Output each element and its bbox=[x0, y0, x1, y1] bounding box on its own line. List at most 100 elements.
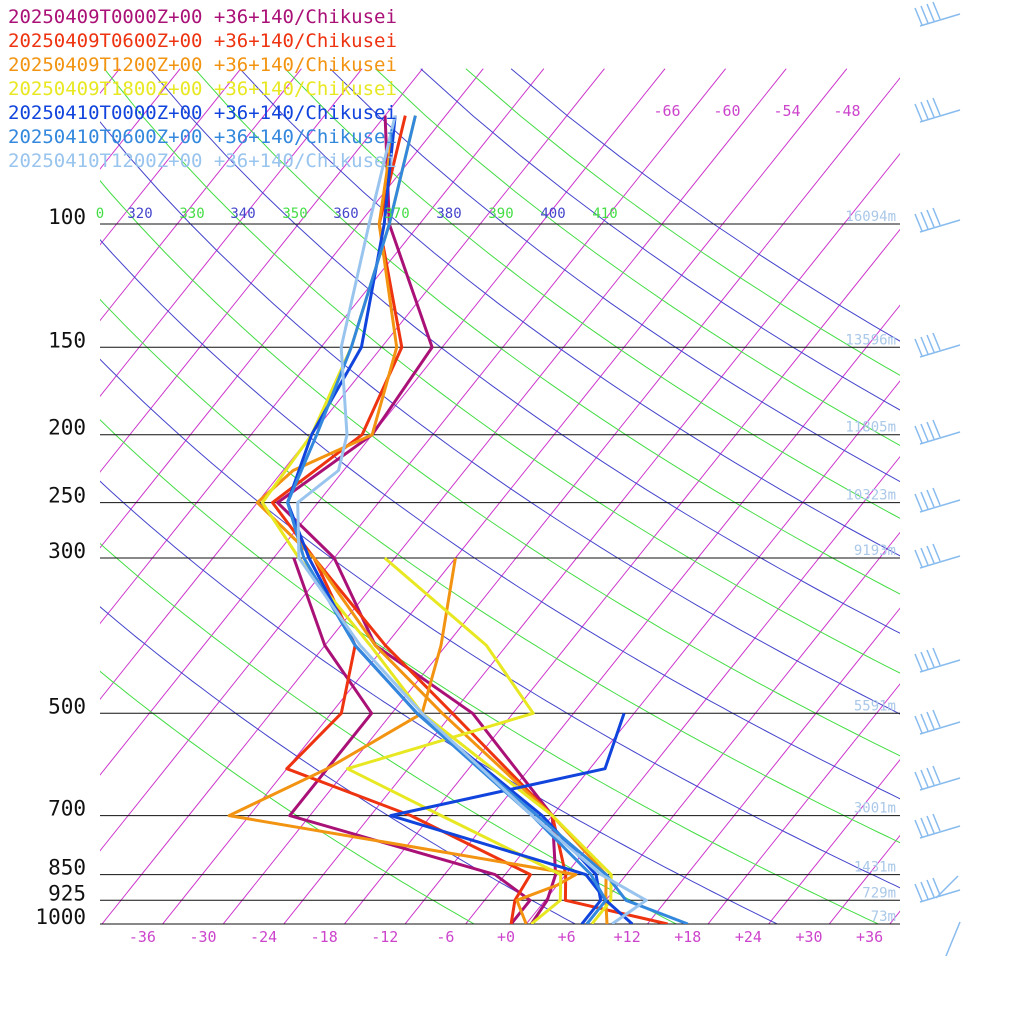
wind-barb bbox=[935, 875, 959, 899]
legend-entry: 20250410T0000Z+00 +36+140/Chikusei bbox=[8, 102, 397, 124]
wind-barb-flag bbox=[926, 649, 935, 668]
wind-barb-flag bbox=[914, 493, 923, 512]
temperature-tick-label: +30 bbox=[795, 928, 822, 946]
pressure-label: 250 bbox=[48, 484, 86, 508]
wind-barb-flag bbox=[932, 813, 941, 832]
pressure-label: 925 bbox=[48, 881, 86, 905]
wind-barb bbox=[919, 344, 961, 358]
wind-barb bbox=[919, 721, 961, 735]
wind-barb-flag bbox=[932, 97, 941, 116]
wind-barb-flag bbox=[926, 3, 935, 22]
wind-barb-flag bbox=[914, 883, 923, 902]
wind-barb-flag bbox=[914, 771, 923, 790]
pressure-label: 700 bbox=[48, 797, 86, 821]
legend-entry: 20250409T0600Z+00 +36+140/Chikusei bbox=[8, 30, 397, 52]
temperature-profile-line bbox=[260, 115, 613, 924]
theta-label: 400 bbox=[540, 206, 565, 222]
wind-barb bbox=[919, 109, 961, 123]
isotherm-line bbox=[950, 69, 1024, 924]
pressure-label: 850 bbox=[48, 856, 86, 880]
dewpoint-profile-line bbox=[345, 556, 563, 924]
wind-barbs bbox=[914, 1, 961, 957]
wind-barb-flag bbox=[926, 334, 935, 353]
isobars bbox=[100, 223, 900, 925]
isotherm-line bbox=[707, 683, 900, 924]
temperature-profile-line bbox=[296, 115, 648, 924]
wind-barb bbox=[919, 777, 961, 791]
wind-barb-flag bbox=[932, 709, 941, 728]
wind-barb-flag bbox=[926, 815, 935, 834]
temperature-tick-label: +36 bbox=[856, 928, 883, 946]
dry-adiabat-line bbox=[100, 121, 900, 715]
isotherm-line bbox=[283, 152, 900, 924]
wind-barb-flag bbox=[914, 715, 923, 734]
wind-barb-flag bbox=[920, 769, 929, 788]
isotherm-line bbox=[222, 77, 900, 924]
wind-barb-flag bbox=[920, 211, 929, 230]
isotherm-line bbox=[100, 68, 727, 852]
wind-barb bbox=[919, 555, 961, 569]
height-label: 11805m bbox=[845, 420, 896, 436]
dry-adiabat-line bbox=[100, 179, 900, 757]
legend: 20250409T0000Z+00 +36+140/Chikusei202504… bbox=[8, 6, 397, 172]
height-label: 3001m bbox=[854, 801, 896, 817]
temperature-tick-label: -36 bbox=[129, 928, 156, 946]
theta-label: 350 bbox=[282, 206, 307, 222]
wind-barb-flag bbox=[920, 817, 929, 836]
wind-barb-flag bbox=[914, 213, 923, 232]
temperature-tick-label: -30 bbox=[189, 928, 216, 946]
temperature-profile-line bbox=[276, 115, 558, 924]
pressure-label: 500 bbox=[48, 694, 86, 718]
wind-barb bbox=[919, 825, 961, 839]
wind-barb-flag bbox=[914, 819, 923, 838]
dry-adiabat-line bbox=[375, 68, 900, 447]
wind-barb-flag bbox=[914, 425, 923, 444]
theta-label: 320 bbox=[127, 206, 152, 222]
pressure-label: 300 bbox=[48, 539, 86, 563]
isotherm-line bbox=[100, 68, 363, 398]
dry-adiabat-line bbox=[284, 68, 900, 519]
wind-barb-flag bbox=[920, 5, 929, 24]
temperature-tick-label: +18 bbox=[674, 928, 701, 946]
height-label: 1431m bbox=[854, 860, 896, 876]
dry-adiabat-line bbox=[194, 68, 900, 595]
dry-adiabat-line bbox=[100, 480, 779, 924]
isotherm-line bbox=[1011, 69, 1024, 924]
wind-barb-flag bbox=[926, 879, 935, 898]
isotherm-line bbox=[100, 68, 545, 625]
isotherm-line bbox=[162, 68, 848, 924]
dry-adiabat-line bbox=[100, 419, 880, 924]
wind-barb-flag bbox=[926, 421, 935, 440]
wind-barb-flag bbox=[932, 487, 941, 506]
pressure-label: 150 bbox=[48, 328, 86, 352]
background-reference-lines bbox=[100, 68, 1024, 924]
legend-entry: 20250409T0000Z+00 +36+140/Chikusei bbox=[8, 6, 397, 28]
wind-barb-flag bbox=[920, 651, 929, 670]
wind-barb-flag bbox=[932, 647, 941, 666]
theta-label: 340 bbox=[230, 206, 255, 222]
isotherm-label: -48 bbox=[833, 102, 860, 120]
wind-barb-flag bbox=[914, 7, 923, 26]
temperature-profile-line bbox=[286, 115, 603, 924]
height-label: 16094m bbox=[845, 209, 896, 225]
dry-adiabat-line bbox=[100, 358, 900, 889]
temperature-tick-label: +12 bbox=[614, 928, 641, 946]
dry-adiabat-line bbox=[100, 670, 476, 924]
wind-barb-flag bbox=[926, 767, 935, 786]
temperature-tick-label: -12 bbox=[371, 928, 398, 946]
wind-barb-flag bbox=[932, 332, 941, 351]
wind-barb-flag bbox=[926, 99, 935, 118]
height-label: 9193m bbox=[854, 543, 896, 559]
wind-barb-flag bbox=[932, 419, 941, 438]
temperature-tick-label: +6 bbox=[558, 928, 576, 946]
sounding-profiles bbox=[227, 115, 689, 924]
dewpoint-profile-line bbox=[227, 557, 578, 924]
isotherm-line bbox=[100, 68, 302, 322]
wind-barb-flag bbox=[914, 338, 923, 357]
isotherm-line bbox=[889, 910, 900, 924]
dry-adiabat-line bbox=[103, 68, 900, 674]
wind-barb-flag bbox=[920, 881, 929, 900]
dry-adiabat-line bbox=[100, 239, 900, 800]
temperature-tick-label: +0 bbox=[497, 928, 515, 946]
